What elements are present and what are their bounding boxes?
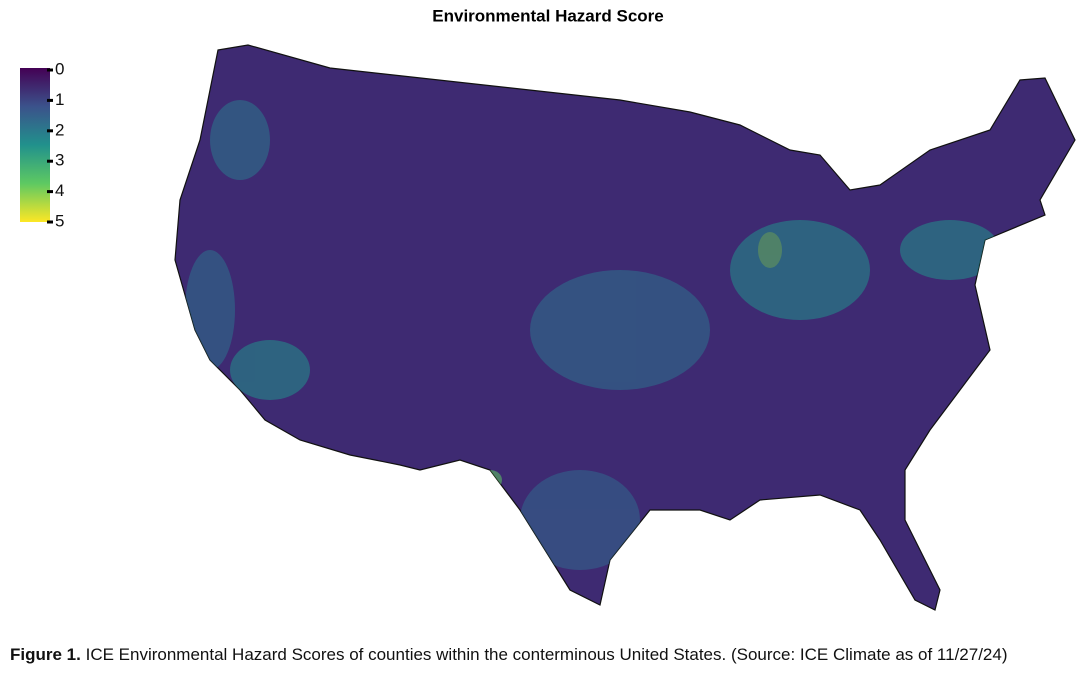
caption: Figure 1. ICE Environmental Hazard Score… <box>10 640 1075 670</box>
map-figure: Environmental Hazard Score 0 1 2 3 4 5 <box>20 6 1076 611</box>
colorbar: 0 1 2 3 4 5 <box>20 59 64 230</box>
colorbar-gradient <box>20 68 50 222</box>
colorbar-tick-label: 0 <box>55 59 64 78</box>
caption-text: ICE Environmental Hazard Scores of count… <box>85 645 1008 664</box>
colorbar-tick-label: 5 <box>55 211 64 230</box>
colorbar-tick-label: 4 <box>55 181 64 200</box>
map-title: Environmental Hazard Score <box>432 6 663 25</box>
colorbar-tick-label: 2 <box>55 120 64 139</box>
colorbar-tick-label: 3 <box>55 151 64 170</box>
us-map <box>174 44 1076 611</box>
colorbar-tick-label: 1 <box>55 90 64 109</box>
caption-label: Figure 1. <box>10 645 81 664</box>
county-shading <box>185 100 1000 570</box>
